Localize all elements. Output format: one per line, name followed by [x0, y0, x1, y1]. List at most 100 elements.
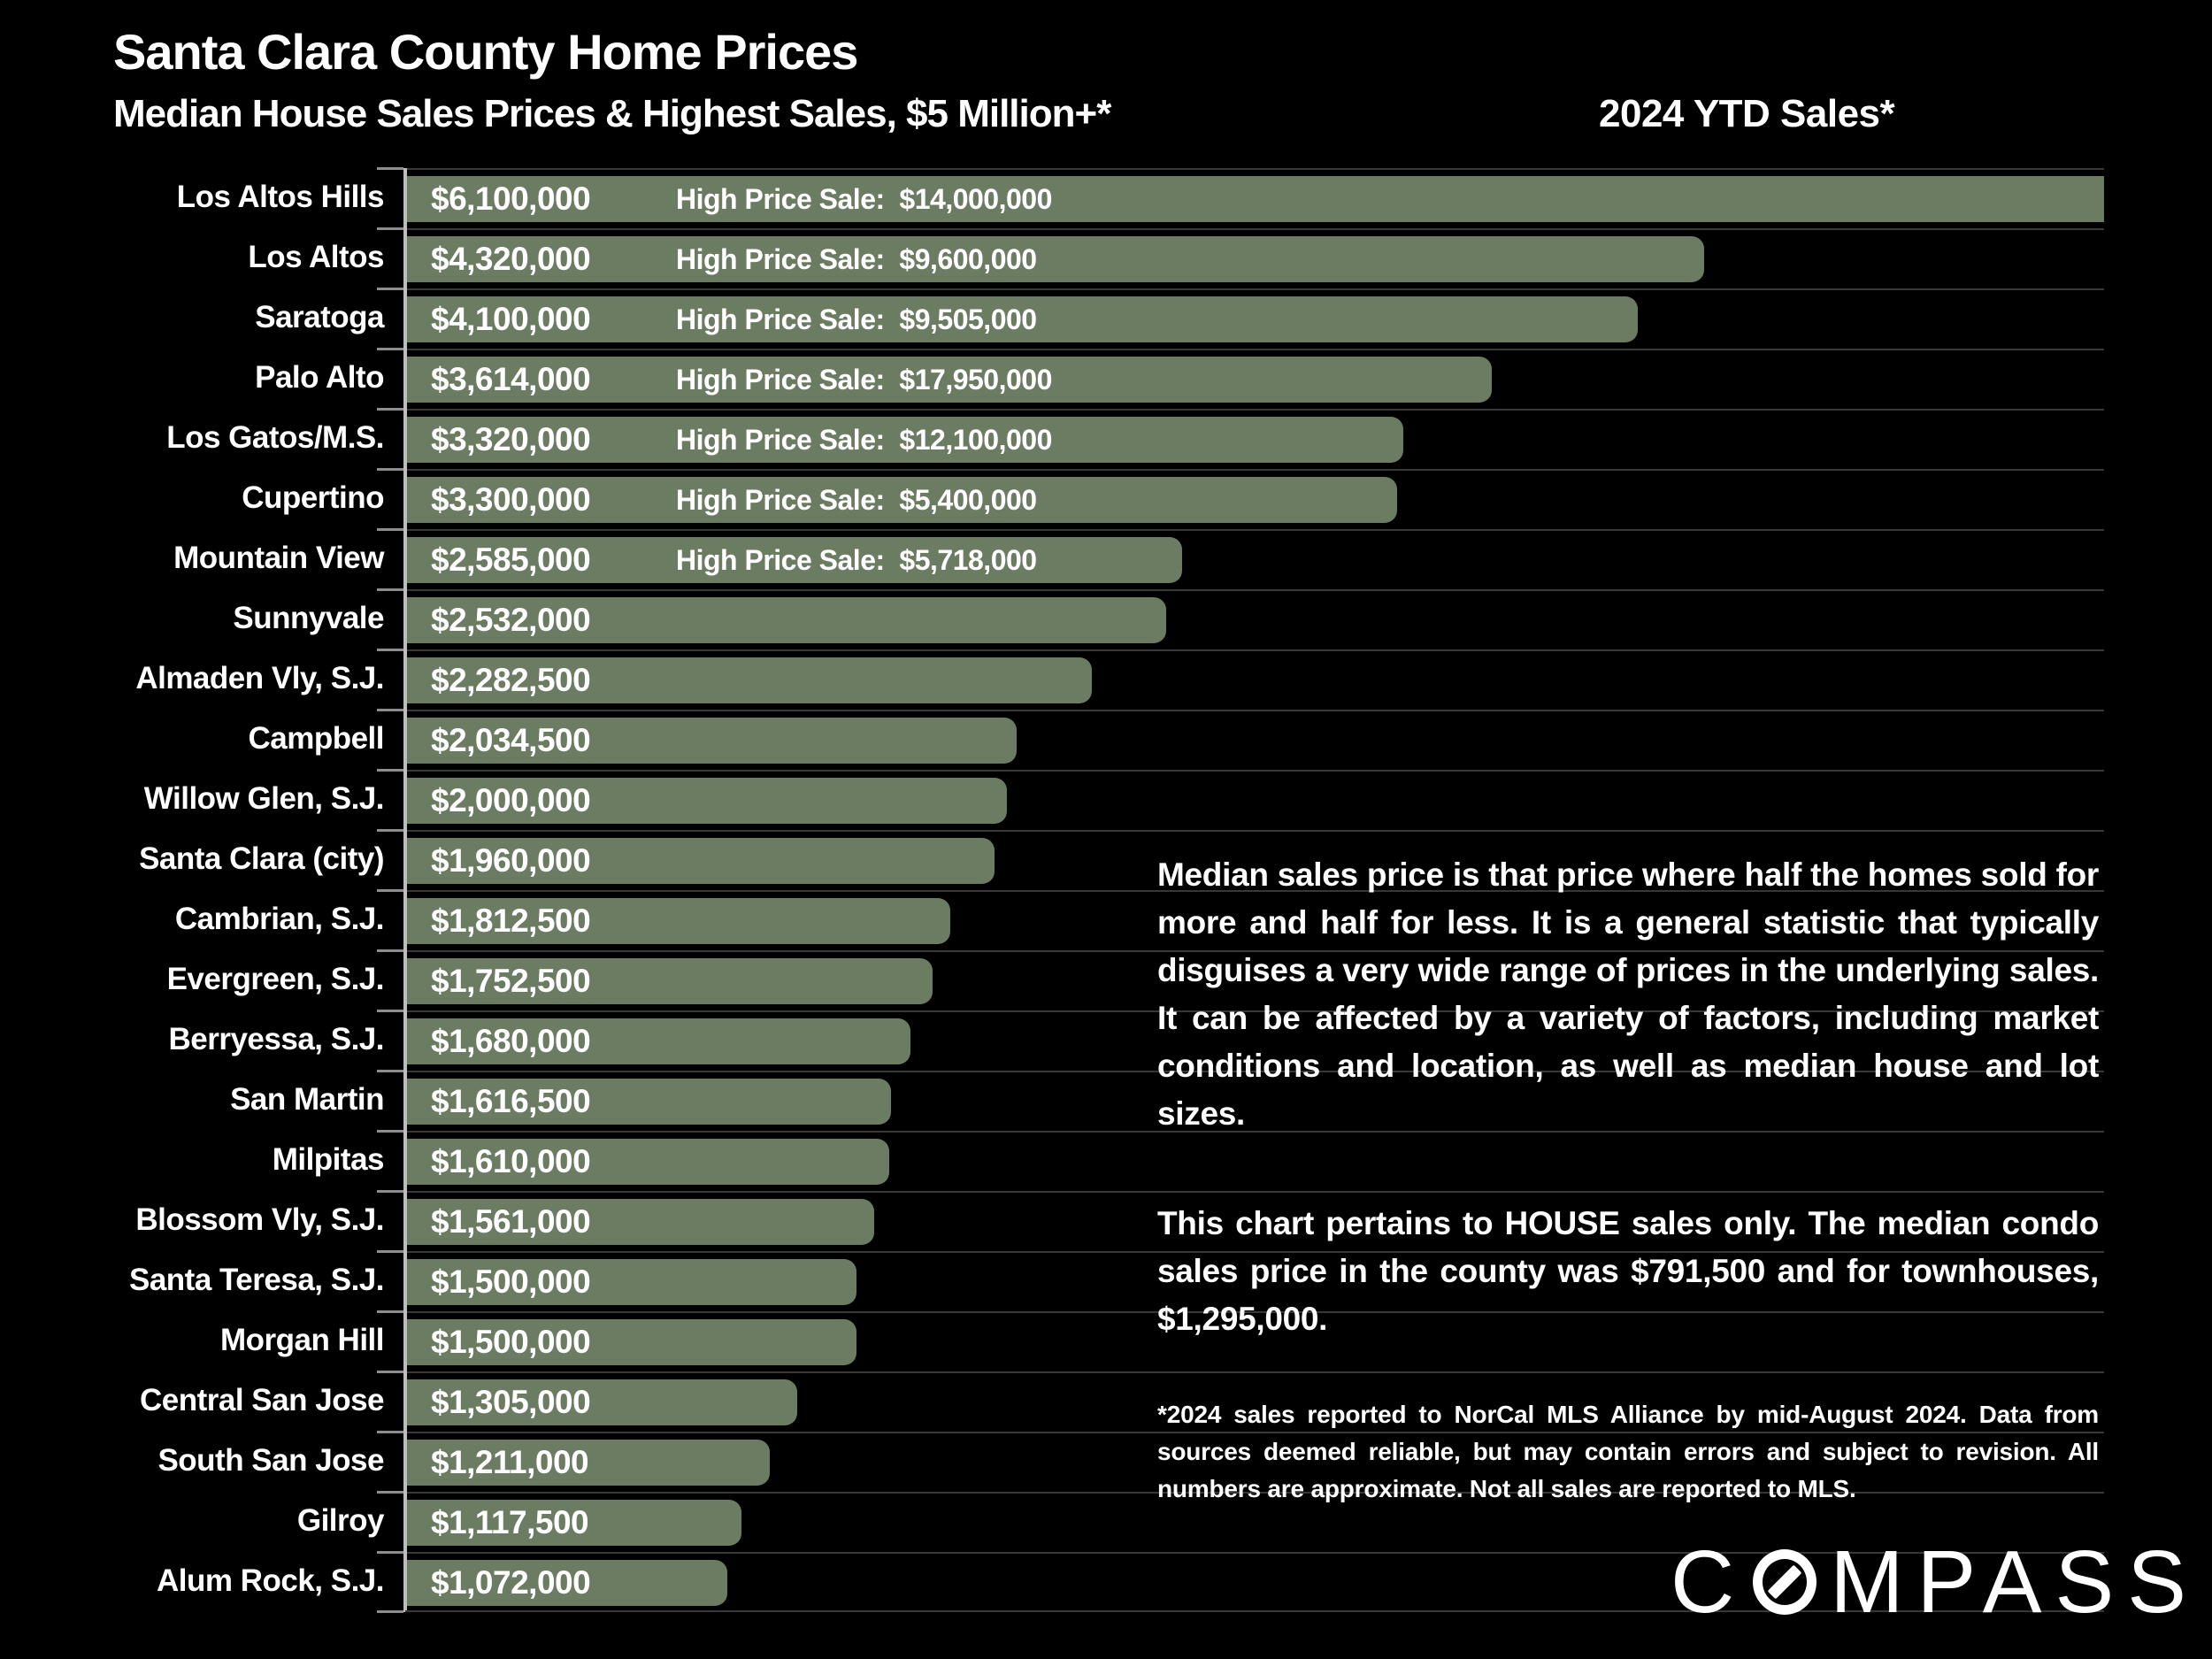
chart-row: Santa Teresa, S.J. $1,500,000 — [0, 1250, 2212, 1311]
median-price-bar: $1,117,500 — [405, 1500, 741, 1546]
chart-rows: Los Altos Hills $6,100,000 High Price Sale… — [0, 167, 2212, 1612]
row-plot: $3,300,000 High Price Sale: $5,400,000 — [377, 468, 2104, 529]
row-plot: $1,752,500 — [377, 949, 2104, 1010]
median-price-bar: $3,614,000 — [405, 357, 1493, 403]
row-plot: $3,320,000 High Price Sale: $12,100,000 — [377, 408, 2104, 469]
row-plot: $1,305,000 — [377, 1371, 2104, 1432]
median-price-label: $1,305,000 — [431, 1384, 591, 1420]
median-price-bar: $1,960,000 — [405, 838, 995, 884]
chart-row: San Martin $1,616,500 — [0, 1070, 2212, 1131]
logo-letters-mpass: MPASS — [1830, 1532, 2200, 1632]
row-plot: $1,812,500 — [377, 889, 2104, 950]
category-label: Los Altos — [248, 240, 384, 274]
compass-needle-icon — [1767, 1564, 1802, 1600]
high-price-label: High Price Sale: $12,100,000 — [676, 424, 1052, 456]
median-price-bar: $1,680,000 — [405, 1018, 910, 1064]
category-label: Santa Teresa, S.J. — [128, 1263, 385, 1297]
row-plot: $1,211,000 — [377, 1431, 2104, 1492]
category-label: Berryessa, S.J. — [168, 1022, 384, 1056]
chart-row: Morgan Hill $1,500,000 — [0, 1310, 2212, 1371]
chart-row: Saratoga $4,100,000 High Price Sale: $9,50… — [0, 288, 2212, 349]
median-price-bar-chart: Los Altos Hills $6,100,000 High Price Sale… — [0, 167, 2212, 1613]
category-label: Sunnyvale — [233, 601, 384, 635]
median-price-bar: $1,610,000 — [405, 1139, 890, 1185]
chart-row: Palo Alto $3,614,000 High Price Sale: $17,… — [0, 348, 2212, 409]
chart-row: Los Altos $4,320,000 High Price Sale: $9,6… — [0, 227, 2212, 288]
median-price-label: $1,072,000 — [431, 1564, 591, 1601]
median-price-label: $3,320,000 — [431, 421, 591, 457]
category-label: South San Jose — [157, 1443, 384, 1478]
category-label: Evergreen, S.J. — [166, 962, 385, 996]
high-price-label: High Price Sale: $14,000,000 — [676, 183, 1052, 215]
chart-row: Evergreen, S.J. $1,752,500 — [0, 949, 2212, 1010]
median-price-label: $2,585,000 — [431, 541, 591, 578]
median-price-label: $1,812,500 — [431, 902, 591, 939]
median-price-bar: $4,320,000 — [405, 236, 1705, 282]
chart-row: Milpitas $1,610,000 — [0, 1130, 2212, 1191]
median-price-bar: $1,072,000 — [405, 1560, 728, 1606]
row-plot: $2,282,500 — [377, 649, 2104, 710]
chart-row: Central San Jose $1,305,000 — [0, 1371, 2212, 1432]
compass-logo: C MPASS — [1671, 1538, 2200, 1626]
median-price-label: $1,680,000 — [431, 1023, 591, 1059]
category-label: Mountain View — [173, 541, 384, 575]
high-price-label: High Price Sale: $5,718,000 — [676, 544, 1037, 576]
median-price-bar: $6,100,000 — [405, 176, 2104, 222]
category-label: Cupertino — [242, 480, 384, 515]
row-plot: $1,610,000 — [377, 1130, 2104, 1191]
data-source-footnote: *2024 sales reported to NorCal MLS Allia… — [1157, 1401, 2099, 1502]
row-plot: $4,320,000 High Price Sale: $9,600,000 — [377, 227, 2104, 288]
median-price-label: $2,000,000 — [431, 782, 591, 818]
ytd-sales-label: 2024 YTD Sales* — [1599, 92, 1895, 135]
bottom-tick — [377, 1610, 403, 1613]
logo-letter-c: C — [1671, 1532, 1748, 1632]
category-label: Willow Glen, S.J. — [143, 781, 385, 816]
bottom-gridline — [405, 1610, 2104, 1612]
category-label: Los Altos Hills — [176, 180, 385, 214]
category-label: Saratoga — [255, 300, 384, 334]
page-title: Santa Clara County Home Prices — [113, 24, 858, 80]
high-price-label: High Price Sale: $5,400,000 — [676, 484, 1037, 516]
row-plot: $6,100,000 High Price Sale: $14,000,000 — [377, 167, 2104, 228]
median-price-label: $1,752,500 — [431, 963, 591, 999]
median-price-label: $4,320,000 — [431, 241, 591, 277]
high-price-label: High Price Sale: $17,950,000 — [676, 364, 1052, 396]
median-price-bar: $2,282,500 — [405, 657, 1092, 703]
row-plot: $2,034,500 — [377, 709, 2104, 770]
row-plot: $1,117,500 — [377, 1491, 2104, 1552]
row-plot: $1,960,000 — [377, 829, 2104, 890]
row-plot: $2,585,000 High Price Sale: $5,718,000 — [377, 528, 2104, 589]
row-plot: $1,616,500 — [377, 1070, 2104, 1131]
chart-row: Sunnyvale $2,532,000 — [0, 588, 2212, 649]
median-price-bar: $1,752,500 — [405, 958, 933, 1004]
median-price-label: $6,100,000 — [431, 180, 591, 217]
chart-row: Almaden Vly, S.J. $2,282,500 — [0, 649, 2212, 710]
row-plot: $3,614,000 High Price Sale: $17,950,000 — [377, 348, 2104, 409]
chart-row: Santa Clara (city) $1,960,000 — [0, 829, 2212, 890]
row-plot: $2,532,000 — [377, 588, 2104, 649]
category-label: Almaden Vly, S.J. — [135, 661, 384, 695]
median-price-label: $1,610,000 — [431, 1143, 591, 1179]
median-price-label: $1,211,000 — [431, 1444, 589, 1480]
median-price-bar: $1,500,000 — [405, 1319, 856, 1365]
category-label: Los Gatos/M.S. — [166, 420, 384, 455]
chart-subtitle: Median House Sales Prices & Highest Sale… — [113, 92, 1111, 135]
chart-row: South San Jose $1,211,000 — [0, 1431, 2212, 1492]
median-price-label: $2,532,000 — [431, 602, 591, 638]
row-plot: $2,000,000 — [377, 769, 2104, 830]
high-price-label: High Price Sale: $9,505,000 — [676, 303, 1037, 335]
median-price-label: $3,300,000 — [431, 481, 591, 518]
category-label: Cambrian, S.J. — [174, 902, 385, 936]
sidebar-text: Median sales price is that price where h… — [1157, 851, 2099, 1508]
category-label: Central San Jose — [140, 1383, 385, 1417]
median-price-label: $1,960,000 — [431, 842, 591, 879]
median-price-bar: $1,561,000 — [405, 1199, 875, 1245]
median-price-bar: $2,585,000 — [405, 537, 1183, 583]
median-price-label: $1,561,000 — [431, 1203, 591, 1240]
median-price-bar: $1,211,000 — [405, 1440, 770, 1486]
row-plot: $1,500,000 — [377, 1310, 2104, 1371]
row-plot: $1,500,000 — [377, 1250, 2104, 1311]
median-price-label: $2,282,500 — [431, 662, 591, 698]
category-label: Blossom Vly, S.J. — [135, 1202, 384, 1237]
category-label: Milpitas — [272, 1142, 385, 1177]
